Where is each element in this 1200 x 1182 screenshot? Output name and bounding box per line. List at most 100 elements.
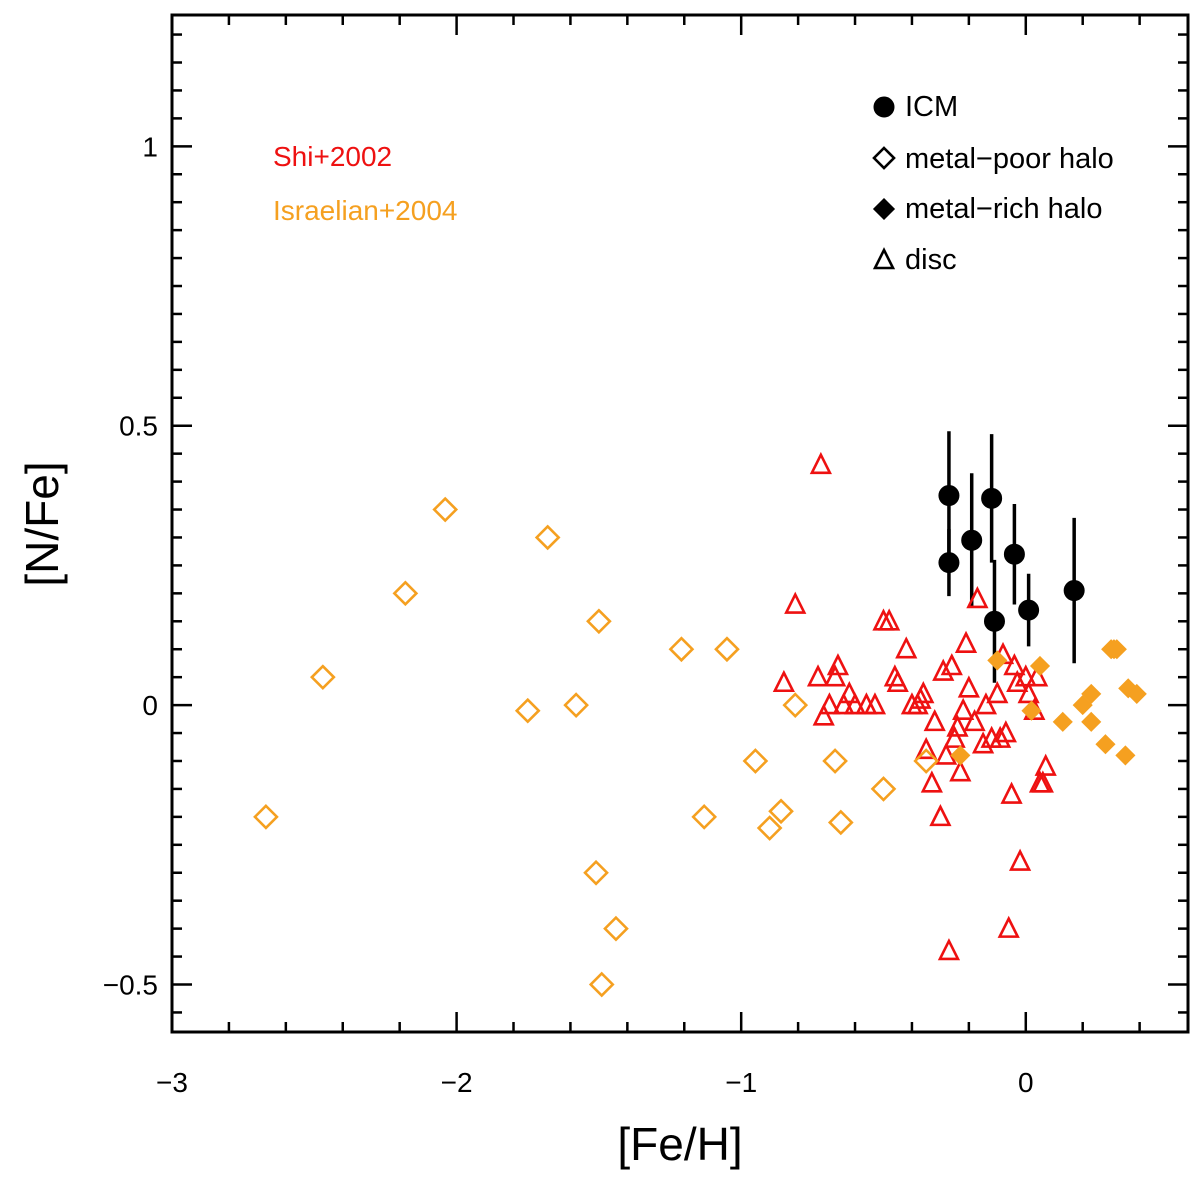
- disc-point: [1006, 669, 1029, 693]
- x-tick-label: −3: [156, 1067, 188, 1098]
- metal-poor-halo-point: [586, 608, 612, 635]
- x-tick-label: −2: [441, 1067, 473, 1098]
- disc-point: [943, 725, 966, 748]
- metal-poor-halo-point: [756, 815, 783, 841]
- icm-point: [1063, 580, 1085, 602]
- metal-rich-halo-point: [1029, 655, 1051, 677]
- metal-poor-halo-point: [432, 496, 459, 523]
- disc-point: [971, 731, 995, 754]
- disc-point: [937, 938, 961, 961]
- disc-point: [963, 708, 986, 732]
- metal-rich-halo-point: [1095, 734, 1116, 755]
- metal-poor-halo-point: [309, 664, 336, 691]
- metal-poor-halo-point: [603, 915, 629, 942]
- disc-point: [923, 708, 946, 732]
- israelian-2004-metal-rich-halo-series: [950, 639, 1147, 766]
- y-tick-label: 1: [142, 131, 158, 162]
- legend-label-icm: ICM: [905, 91, 958, 123]
- y-tick-label: −0.5: [103, 970, 158, 1001]
- disc-point: [949, 759, 972, 782]
- metal-poor-halo-point: [870, 776, 897, 802]
- disc-point: [974, 692, 998, 715]
- x-tick-label: 0: [1018, 1067, 1034, 1098]
- metal-poor-halo-point: [827, 809, 854, 836]
- disc-point: [966, 586, 989, 609]
- metal-rich-halo-point: [950, 745, 971, 766]
- disc-point: [940, 653, 963, 676]
- legend-marker-icm: [873, 96, 895, 118]
- metal-poor-halo-point: [588, 971, 615, 998]
- legend-marker-disc: [872, 247, 896, 270]
- metal-poor-halo-point: [583, 859, 609, 886]
- icm-series: [938, 485, 1085, 632]
- disc-point: [932, 658, 955, 681]
- metal-poor-halo-point: [392, 580, 419, 607]
- disc-point: [1017, 681, 1040, 704]
- disc-point: [1014, 664, 1037, 687]
- metal-rich-halo-point: [1052, 711, 1073, 732]
- disc-point: [986, 681, 1009, 704]
- disc-point: [826, 653, 850, 676]
- icm-point: [961, 529, 983, 551]
- disc-point: [832, 692, 855, 715]
- legend: ICM metal−poor halo metal−rich halo disc: [872, 91, 1114, 276]
- icm-point: [938, 485, 960, 507]
- metal-poor-halo-point: [742, 748, 769, 774]
- disc-point: [1000, 781, 1023, 804]
- metal-poor-halo-point: [782, 692, 809, 718]
- disc-point: [1026, 664, 1049, 687]
- disc-point: [1008, 848, 1032, 871]
- disc-point: [824, 664, 847, 687]
- disc-point: [863, 692, 887, 715]
- metal-poor-halo-point: [913, 748, 940, 774]
- y-tick-label: 0.5: [119, 411, 158, 442]
- disc-point: [994, 720, 1017, 743]
- disc-point: [989, 725, 1012, 748]
- disc-point: [772, 669, 795, 693]
- metal-rich-halo-point: [1115, 745, 1136, 766]
- disc-point: [946, 714, 969, 737]
- legend-markers: [872, 96, 896, 270]
- x-axis-label: [Fe/H]: [617, 1118, 742, 1170]
- x-tick-label: −1: [725, 1067, 757, 1098]
- metal-rich-halo-point: [1081, 683, 1102, 704]
- metal-rich-halo-point: [1021, 700, 1042, 721]
- disc-point: [886, 669, 909, 693]
- source-label-israelian: Israelian+2004: [273, 195, 457, 226]
- disc-point: [843, 692, 867, 715]
- metal-poor-halo-point: [822, 748, 848, 774]
- y-tick-label: 0: [142, 690, 158, 721]
- disc-point: [952, 697, 975, 720]
- legend-marker-metal-poor-halo: [872, 146, 896, 170]
- plot-frame: [170, 13, 1190, 1034]
- metal-rich-halo-point: [1126, 683, 1147, 704]
- source-label-shi: Shi+2002: [273, 141, 392, 172]
- metal-poor-halo-point: [691, 804, 718, 830]
- legend-label-metal-rich-halo: metal−rich halo: [905, 193, 1102, 225]
- disc-point: [912, 681, 935, 704]
- disc-point: [957, 675, 980, 698]
- disc-point: [1034, 753, 1057, 776]
- axis-ticks: [170, 15, 1188, 1032]
- metal-rich-halo-point: [1106, 639, 1127, 660]
- y-axis-label: [N/Fe]: [16, 461, 68, 586]
- icm-point: [1003, 543, 1025, 565]
- icm-point: [1018, 599, 1040, 621]
- metal-rich-halo-point: [1081, 711, 1102, 732]
- metal-poor-halo-point: [534, 524, 561, 551]
- metal-poor-halo-point: [714, 636, 740, 663]
- metal-poor-halo-point: [563, 692, 589, 718]
- disc-point: [929, 803, 952, 827]
- metal-poor-halo-point: [253, 804, 279, 830]
- disc-point: [895, 636, 918, 659]
- disc-point: [997, 915, 1020, 938]
- disc-point: [954, 630, 978, 653]
- icm-point: [983, 610, 1005, 632]
- disc-point: [809, 451, 832, 475]
- disc-point: [838, 681, 861, 704]
- metal-poor-halo-point: [668, 636, 695, 663]
- disc-point: [812, 703, 835, 726]
- israelian-2004-metal-poor-halo-series: [253, 496, 940, 998]
